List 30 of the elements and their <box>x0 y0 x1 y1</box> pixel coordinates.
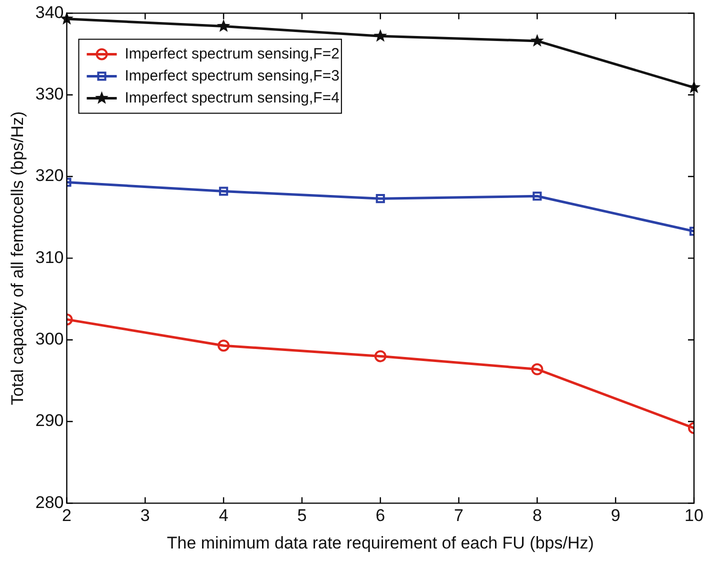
point <box>218 340 230 352</box>
legend-label: Imperfect spectrum sensing,F=2 <box>124 45 340 62</box>
point <box>530 34 544 47</box>
point <box>219 186 228 196</box>
y-axis-title: Total capacity of all femtocells (bps/Hz) <box>8 111 27 406</box>
legend-label: Imperfect spectrum sensing,F=4 <box>124 89 340 106</box>
point <box>216 19 230 32</box>
legend-label: Imperfect spectrum sensing,F=3 <box>124 67 340 84</box>
point <box>374 350 386 362</box>
point <box>374 29 388 42</box>
x-axis-title: The minimum data rate requirement of each FU (bps/Hz) <box>166 533 594 552</box>
y-tick-label: 320 <box>35 166 64 186</box>
x-tick-label: 4 <box>218 506 228 526</box>
point <box>376 194 385 204</box>
x-tick-label: 2 <box>62 506 72 526</box>
x-tick-label: 3 <box>140 506 150 526</box>
x-tick-label: 9 <box>610 506 620 526</box>
x-tick-label: 8 <box>532 506 542 526</box>
x-tick-label: 7 <box>454 506 464 526</box>
x-tick-label: 10 <box>684 506 704 526</box>
y-tick-label: 310 <box>35 248 64 267</box>
y-tick-label: 300 <box>35 330 64 349</box>
x-tick-label: 6 <box>376 506 386 526</box>
point <box>531 363 544 376</box>
y-tick-label: 290 <box>35 411 64 430</box>
point <box>532 192 542 201</box>
y-tick-label: 330 <box>35 84 64 104</box>
y-tick-label: 280 <box>35 492 64 512</box>
x-tick-label: 5 <box>297 506 307 526</box>
y-tick-label: 340 <box>35 2 64 22</box>
